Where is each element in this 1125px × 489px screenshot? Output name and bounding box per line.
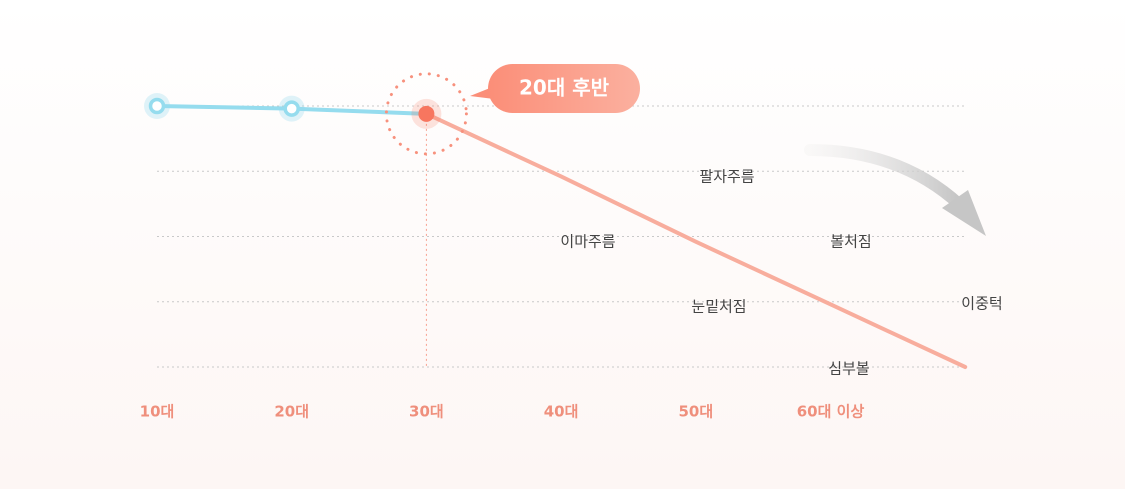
annotation: 이마주름	[560, 233, 615, 251]
x-tick-label: 10대	[140, 403, 175, 421]
callout-text: 20대 후반	[519, 76, 610, 100]
point	[283, 100, 300, 117]
x-tick-label: 30대	[409, 403, 444, 421]
highlight-point	[418, 105, 435, 122]
annotation: 팔자주름	[699, 168, 754, 186]
x-tick-label: 50대	[678, 403, 713, 421]
trend-arrow	[804, 144, 966, 211]
annotation: 심부볼	[828, 360, 869, 378]
x-tick-label: 40대	[544, 403, 579, 421]
trend-arrow-head	[942, 190, 986, 236]
callout-pill	[488, 64, 640, 113]
callout: 20대 후반	[470, 64, 640, 113]
annotation: 이중턱	[961, 295, 1002, 313]
x-tick-label: 60대 이상	[797, 403, 865, 421]
point	[148, 97, 166, 115]
series-line	[424, 111, 968, 369]
x-tick-label: 20대	[274, 403, 309, 421]
highlight-ring	[384, 72, 468, 156]
annotation: 눈밑처짐	[691, 298, 746, 316]
annotation: 볼처짐	[830, 233, 871, 251]
